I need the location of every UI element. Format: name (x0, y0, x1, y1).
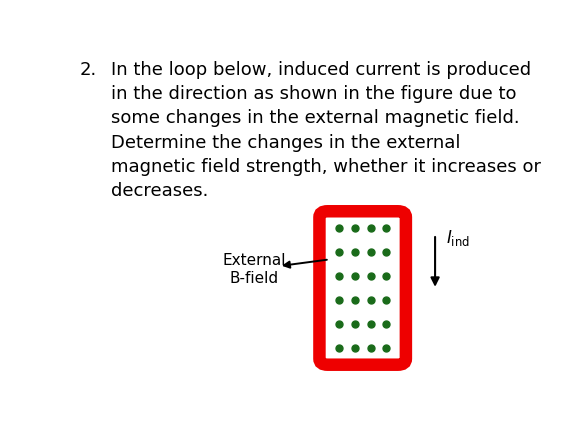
Text: $\mathit{I}_{\mathrm{ind}}$: $\mathit{I}_{\mathrm{ind}}$ (446, 228, 470, 247)
Text: 2.: 2. (80, 61, 97, 79)
Text: In the loop below, induced current is produced
in the direction as shown in the : In the loop below, induced current is pr… (112, 61, 541, 200)
Text: External
B-field: External B-field (223, 253, 286, 286)
FancyBboxPatch shape (319, 211, 406, 365)
